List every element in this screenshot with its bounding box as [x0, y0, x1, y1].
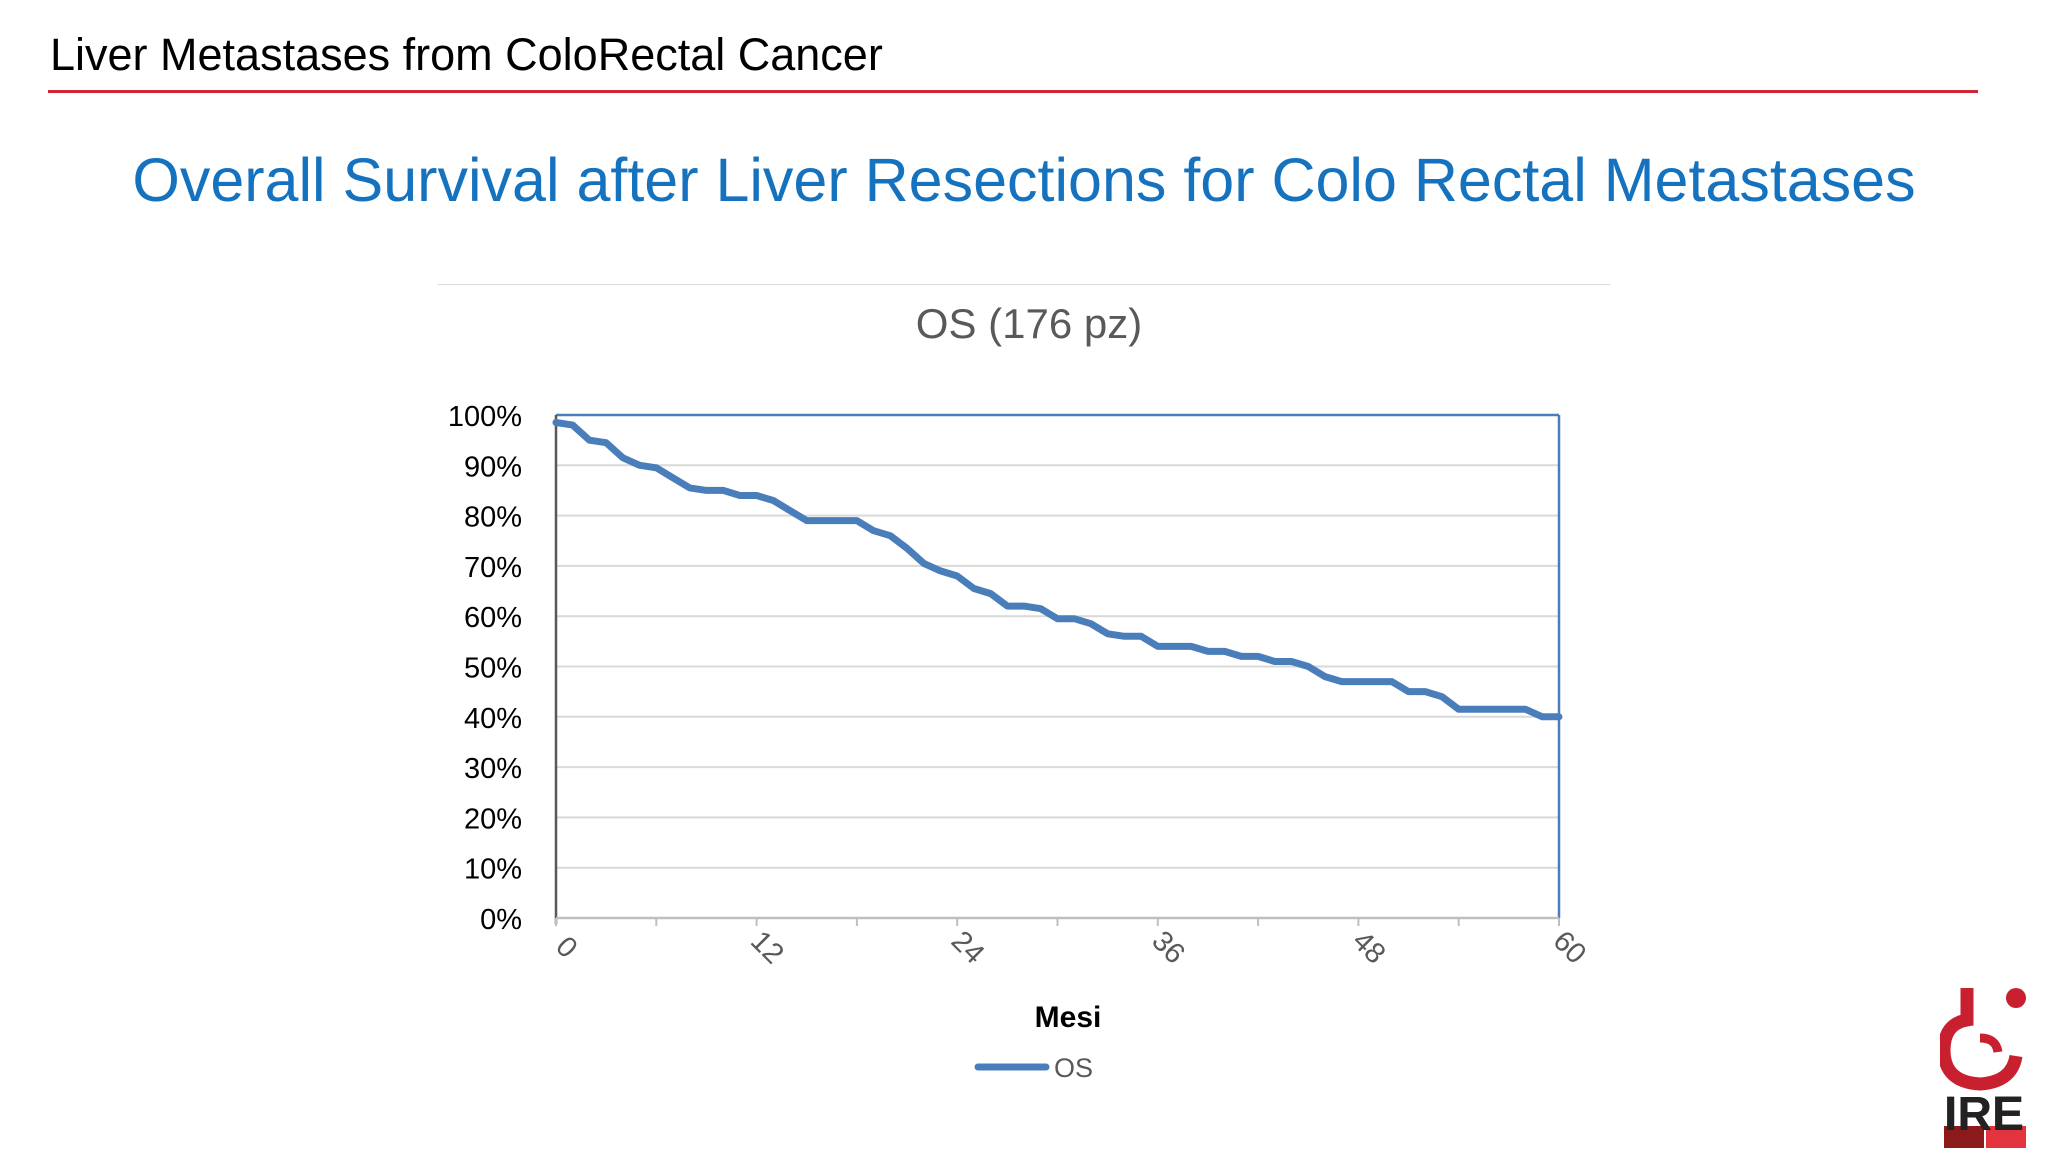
svg-text:IRE: IRE [1944, 1088, 2024, 1141]
x-tick-label: 60 [1547, 925, 1592, 970]
chart-grid [556, 464, 1559, 869]
x-tick-label: 24 [945, 925, 990, 970]
y-axis-ticks: 0% 10% 20% 30% 40% 50% 60% 70% 80% 90% 100% [448, 401, 522, 936]
series-line-os [552, 419, 1563, 721]
y-tick-label: 0% [480, 904, 522, 936]
header-divider [48, 90, 1978, 93]
header-title: Liver Metastases from ColoRectal Cancer [50, 29, 883, 80]
x-tick-label: 12 [744, 925, 789, 970]
x-axis-ticks: 0 12 24 36 48 60 [549, 918, 1592, 970]
ire-logo: IRE IRE [1940, 988, 2026, 1148]
y-tick-label: 30% [464, 753, 522, 785]
x-tick-label: 48 [1346, 925, 1391, 970]
y-tick-label: 100% [448, 401, 522, 433]
y-tick-label: 40% [464, 703, 522, 735]
y-tick-label: 90% [464, 451, 522, 483]
y-tick-label: 50% [464, 653, 522, 685]
y-tick-label: 60% [464, 602, 522, 634]
y-tick-label: 20% [464, 803, 522, 835]
x-axis-label: Mesi [1035, 1001, 1102, 1034]
x-tick-label: 0 [549, 931, 583, 965]
series-layer [552, 419, 1563, 721]
plot-frame [554, 413, 1561, 924]
chart-legend: OS [974, 1053, 1093, 1083]
y-tick-label: 80% [464, 502, 522, 534]
legend-label: OS [1054, 1053, 1093, 1083]
x-tick-label: 36 [1145, 925, 1190, 970]
chart-top-divider [438, 284, 1610, 285]
chart-title: OS (176 pz) [916, 300, 1142, 347]
y-tick-label: 70% [464, 552, 522, 584]
slide-title: Overall Survival after Liver Resections … [132, 146, 1916, 214]
y-tick-label: 10% [464, 854, 522, 886]
